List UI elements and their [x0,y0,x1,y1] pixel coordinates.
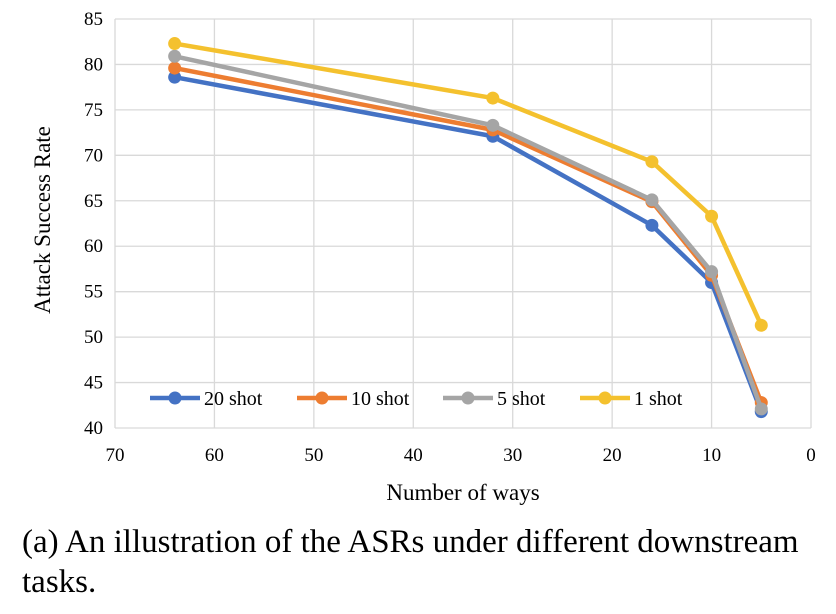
series-lines [168,37,768,419]
data-point [645,155,659,169]
y-axis-title: Attack Success Rate [30,126,55,314]
data-point [168,49,182,63]
legend-swatch-marker [315,391,329,405]
y-tick-label: 70 [84,145,103,166]
data-point [645,193,659,207]
x-tick-label: 70 [106,445,125,466]
legend-item: 5 shot [443,388,546,410]
data-point [486,91,500,105]
y-axis-ticks: 40 45 50 55 60 65 70 75 80 85 [84,9,103,439]
y-tick-label: 80 [84,54,103,75]
y-tick-label: 55 [84,282,103,303]
legend-item: 20 shot [150,388,263,410]
data-point [645,218,659,232]
data-point [168,37,182,51]
data-point [168,61,182,75]
line-chart: 40 45 50 55 60 65 70 75 80 85 70 60 50 40 30 20 10 0 20 … [30,9,816,505]
x-axis-ticks: 70 60 50 40 30 20 10 0 [106,445,816,466]
x-axis-title: Number of ways [386,480,539,505]
series-line [174,54,764,410]
series-10-shot [168,61,768,410]
legend-label: 10 shot [351,388,410,410]
x-tick-label: 40 [404,445,423,466]
data-point [754,402,768,416]
series-1-shot [168,37,768,332]
data-point [486,118,500,132]
legend-label: 20 shot [204,388,263,410]
grid-lines [114,18,812,429]
series-5-shot [168,49,768,416]
y-tick-label: 60 [84,236,103,257]
legend-swatch-marker [598,391,612,405]
y-tick-label: 75 [84,100,103,121]
y-tick-label: 40 [84,418,103,439]
legend-swatch-marker [461,391,475,405]
legend: 20 shot 10 shot 5 shot 1 shot [150,388,683,410]
y-tick-label: 45 [84,373,103,394]
x-tick-label: 50 [304,445,323,466]
x-tick-label: 10 [702,445,721,466]
legend-swatch-marker [168,391,182,405]
x-tick-label: 0 [806,445,816,466]
x-tick-label: 60 [205,445,224,466]
legend-label: 5 shot [497,388,546,410]
x-tick-label: 20 [603,445,622,466]
x-tick-label: 30 [503,445,522,466]
data-point [705,265,719,279]
y-tick-label: 85 [84,9,103,30]
legend-item: 10 shot [297,388,410,410]
legend-label: 1 shot [634,388,683,410]
data-point [705,209,719,223]
legend-item: 1 shot [580,388,683,410]
data-point [168,70,182,84]
y-tick-label: 65 [84,191,103,212]
figure-caption: (a) An illustration of the ASRs under di… [22,524,799,600]
data-point [754,318,768,332]
y-tick-label: 50 [84,327,103,348]
